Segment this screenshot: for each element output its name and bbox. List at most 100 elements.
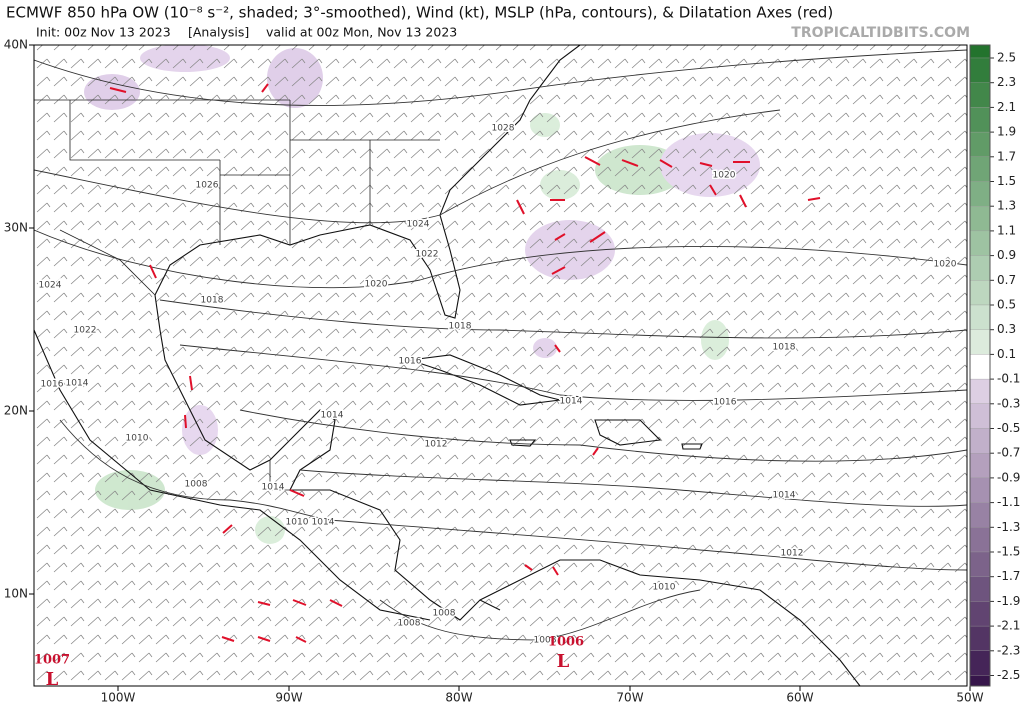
low-symbol: L: [557, 651, 570, 672]
low-symbol: L: [46, 669, 59, 690]
colorbar-segment: [969, 280, 991, 306]
colorbar-segment: [969, 255, 991, 281]
lon-label: 90W: [275, 691, 302, 705]
colorbar-segment: [969, 378, 991, 404]
colorbar-label: 1.7: [997, 149, 1016, 163]
colorbar-segment: [969, 477, 991, 503]
colorbar-segment: [969, 675, 991, 687]
colorbar-frame: [969, 44, 991, 687]
colorbar-segment: [969, 82, 991, 108]
colorbar-segment: [969, 428, 991, 454]
isobar-label: 1008: [433, 609, 456, 619]
colorbar-segment: [969, 551, 991, 577]
isobar-label: 1016: [399, 357, 422, 367]
colorbar-label: 1.5: [997, 174, 1016, 188]
isobar-label: 1018: [201, 296, 224, 306]
colorbar-segment: [969, 181, 991, 207]
isobar-label: 1028: [492, 124, 515, 134]
colorbar-label: -0.7: [997, 446, 1020, 460]
colorbar-label: -2.1: [997, 619, 1020, 633]
colorbar-segment: [969, 527, 991, 553]
map-frame: [33, 44, 968, 687]
isobar-label: 1014: [773, 491, 796, 501]
low-pressure: 1006: [548, 635, 584, 650]
colorbar-label: 2.1: [997, 100, 1016, 114]
colorbar-label: -0.1: [997, 372, 1020, 386]
isobar-label: 1024: [407, 220, 430, 230]
colorbar-segment: [969, 576, 991, 602]
low-pressure: 1007: [34, 653, 70, 668]
lon-label: 100W: [101, 691, 136, 705]
colorbar-segment: [969, 354, 991, 380]
lat-label: 30N: [4, 221, 28, 235]
isobar-label: 1016: [41, 380, 64, 390]
colorbar-label: -2.5: [997, 668, 1020, 682]
axis-labels: 40N 30N 20N 10N 100W 90W 80W 70W 60W 50W: [4, 38, 984, 705]
colorbar-label: -2.3: [997, 643, 1020, 657]
isobar-label: 1022: [416, 250, 439, 260]
isobar-label: 1022: [74, 326, 97, 336]
colorbar-label: 0.7: [997, 273, 1016, 287]
colorbar-segment: [969, 156, 991, 182]
colorbar-label: 0.3: [997, 322, 1016, 336]
colorbar-label: -1.3: [997, 520, 1020, 534]
isobar-label: 1012: [425, 440, 448, 450]
colorbar-label: -0.9: [997, 470, 1020, 484]
isobar-label: 1018: [773, 343, 796, 353]
run-mode: [Analysis]: [188, 25, 249, 40]
isobar-label: 1020: [365, 280, 388, 290]
colorbar: 2.5 2.3 2.1 1.9 1.7 1.5 1.3 1.1 0.9 0.7 0.5 0.3 0.1 -…: [969, 44, 1020, 687]
lon-label: 70W: [616, 691, 643, 705]
isobar-label: 1020: [713, 171, 736, 181]
wind-barbs: [34, 45, 967, 686]
colorbar-label: 1.9: [997, 125, 1016, 139]
colorbar-segment: [969, 304, 991, 330]
colorbar-segment: [969, 230, 991, 256]
colorbar-segment: [969, 453, 991, 479]
init-time: Init: 00z Nov 13 2023: [36, 25, 171, 40]
isobar-label: 1010: [653, 583, 676, 593]
colorbar-label: 2.3: [997, 75, 1016, 89]
colorbar-segment: [969, 650, 991, 676]
title: ECMWF 850 hPa OW (10⁻⁸ s⁻², shaded; 3°-s…: [6, 4, 833, 22]
isobar-label: 1026: [196, 181, 219, 191]
isobar-label: 1014: [321, 411, 344, 421]
colorbar-label: 1.1: [997, 223, 1016, 237]
isobar-label: 1014: [66, 379, 89, 389]
isobar-label: 1014: [312, 518, 335, 528]
colorbar-segment: [969, 107, 991, 133]
lon-label: 60W: [786, 691, 813, 705]
colorbar-label: -0.3: [997, 396, 1020, 410]
colorbar-label: 0.9: [997, 248, 1016, 262]
isobar-label: 1012: [781, 549, 804, 559]
lat-label: 40N: [4, 38, 28, 52]
isobar-label: 1014: [560, 397, 583, 407]
colorbar-segment: [969, 131, 991, 157]
valid-time: valid at 00z Mon, Nov 13 2023: [266, 25, 457, 40]
isobars: [34, 49, 967, 641]
watermark: TROPICALTIDBITS.COM: [791, 25, 970, 41]
colorbar-segment: [969, 403, 991, 429]
isobar-label: 1008: [185, 480, 208, 490]
isobar-label: 1008: [534, 636, 557, 646]
colorbar-label: -0.5: [997, 421, 1020, 435]
colorbar-segment: [969, 625, 991, 651]
isobar-label: 1008: [398, 619, 421, 629]
isobar-label: 1024: [39, 281, 62, 291]
isobar-label: 1010: [286, 518, 309, 528]
lon-label: 80W: [445, 691, 472, 705]
colorbar-segment: [969, 206, 991, 232]
colorbar-segment: [969, 57, 991, 83]
colorbar-label: -1.1: [997, 495, 1020, 509]
colorbar-label: 1.3: [997, 199, 1016, 213]
lat-label: 10N: [4, 587, 28, 601]
isobar-label: 1014: [262, 483, 285, 493]
colorbar-label: 0.1: [997, 347, 1016, 361]
colorbar-label: -1.9: [997, 594, 1020, 608]
colorbar-label: -1.7: [997, 569, 1020, 583]
isobar-label: 1020: [934, 260, 957, 270]
colorbar-segment: [969, 601, 991, 627]
